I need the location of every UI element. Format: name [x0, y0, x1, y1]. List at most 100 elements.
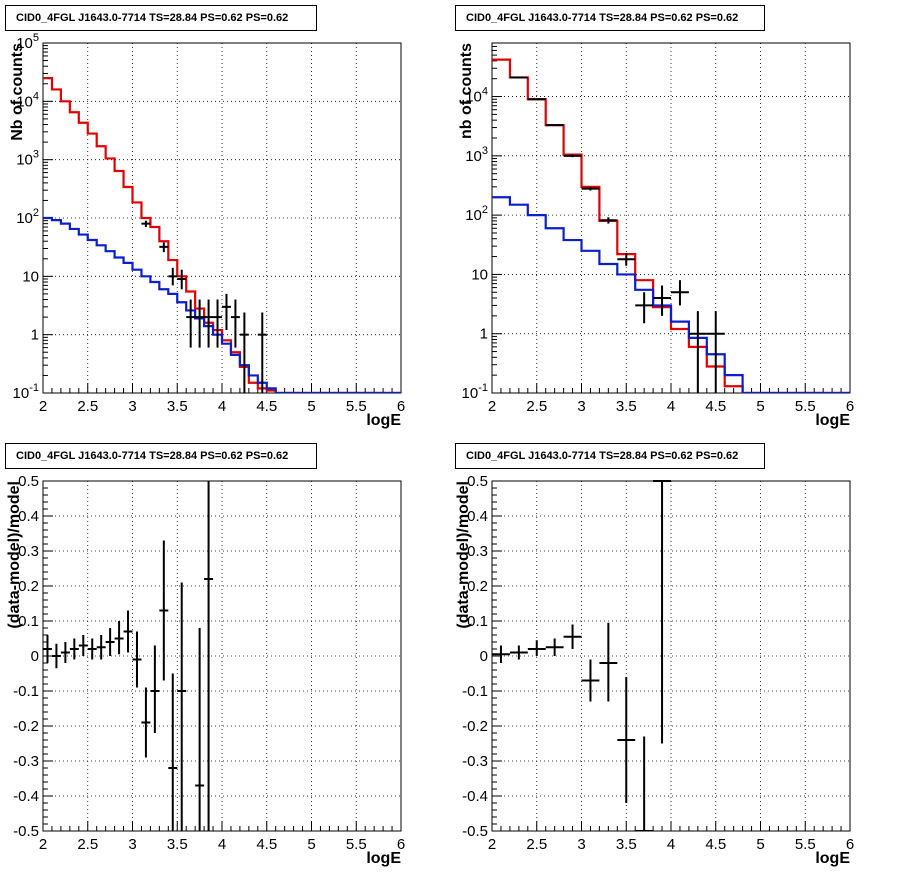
data-point	[69, 638, 79, 660]
x-tick-label: 5	[307, 398, 315, 415]
y-tick-label: -0.3	[462, 753, 488, 770]
data-point	[527, 98, 546, 101]
data-point	[195, 628, 205, 831]
data-point	[563, 624, 582, 649]
data-point	[168, 673, 178, 831]
x-tick-label: 2	[39, 836, 47, 853]
data-point	[617, 252, 636, 266]
chart-residuals-right: 2 2.5 3 3.5 4 4.5 5 5.5 6 -0.5 -0.4 -0.3 -0.2 -0.1 0 0.…	[455, 473, 854, 867]
x-tick-label: 2	[488, 398, 496, 415]
data-point	[87, 638, 97, 660]
y-tick-label: 104	[16, 90, 39, 110]
y-tick-label: 10	[22, 268, 39, 285]
data-point	[123, 610, 133, 653]
x-axis-label: logE	[815, 850, 850, 867]
x-tick-label: 6	[846, 398, 854, 415]
x-tick-label: 6	[846, 836, 854, 853]
y-tick-label: -0.1	[462, 683, 488, 700]
data-point	[563, 154, 582, 158]
data-point	[706, 311, 725, 393]
y-tick-label: -0.4	[13, 788, 39, 805]
y-axis-label: (data-model)/model	[455, 481, 472, 629]
x-tick-label: 3.5	[616, 836, 637, 853]
chart-residuals-left: 2 2.5 3 3.5 4 4.5 5 5.5 6 -0.5 -0.4 -0.3 -0.2 -0.1 0 0.…	[6, 473, 405, 867]
y-tick-label: 0.2	[467, 578, 488, 595]
data-point	[581, 186, 600, 191]
data-point	[653, 285, 671, 316]
data-point	[114, 621, 124, 655]
chart-title-residuals-left: CID0_4FGL J1643.0-7714 TS=28.84 PS=0.62 …	[5, 443, 317, 469]
chart-title-counts-right: CID0_4FGL J1643.0-7714 TS=28.84 PS=0.62 …	[455, 5, 765, 31]
data-point	[492, 645, 510, 663]
y-tick-label: 0.4	[467, 508, 488, 525]
data-point	[159, 242, 169, 253]
y-tick-label: -0.1	[13, 683, 39, 700]
x-axis-label: logE	[815, 412, 850, 429]
y-tick-label: 0.1	[18, 613, 39, 630]
x-tick-label: 3.5	[167, 398, 188, 415]
chart-title-residuals-right: CID0_4FGL J1643.0-7714 TS=28.84 PS=0.62 …	[455, 443, 765, 469]
data-point	[60, 642, 70, 663]
y-tick-label: 103	[16, 149, 39, 169]
step-line-series-1	[492, 196, 850, 393]
x-axis-label: logE	[366, 850, 401, 867]
data-point	[653, 480, 671, 744]
chart-counts-left: 2 2.5 3 3.5 4 4.5 5 5.5 6 10-1 1 10 102 103 104 105 logE…	[9, 32, 405, 429]
data-point	[509, 76, 528, 79]
data-point	[635, 292, 654, 324]
grid	[492, 481, 850, 831]
x-tick-label: 2.5	[526, 836, 547, 853]
data-point	[545, 638, 564, 656]
y-tick-label: 10	[471, 266, 488, 283]
y-tick-label: 0.3	[18, 543, 39, 560]
x-tick-label: 5	[756, 836, 764, 853]
data-point	[509, 645, 528, 660]
y-tick-label: 0.5	[18, 473, 39, 490]
data-point	[43, 635, 52, 663]
x-axis-label: logE	[366, 412, 401, 429]
x-tick-label: 5.5	[346, 836, 367, 853]
x-tick-label: 3	[128, 836, 136, 853]
y-tick-label: 0.5	[467, 473, 488, 490]
y-tick-label: 1	[31, 327, 39, 344]
x-tick-label: 4.5	[256, 836, 277, 853]
grid	[43, 481, 401, 831]
step-line-series-1	[43, 216, 401, 393]
step-line-series-0	[492, 58, 850, 393]
x-tick-label: 2.5	[526, 398, 547, 415]
x-tick-label: 3	[577, 398, 585, 415]
x-tick-label: 2.5	[77, 398, 98, 415]
x-tick-label: 6	[397, 836, 405, 853]
y-tick-label: 0	[31, 648, 39, 665]
tick-marks	[491, 480, 851, 832]
data-point	[186, 299, 196, 348]
data-point	[78, 635, 88, 656]
x-tick-label: 5.5	[795, 398, 816, 415]
data-point	[159, 540, 169, 681]
x-tick-label: 4	[667, 836, 675, 853]
step-line-series-0	[43, 77, 401, 393]
data-point	[688, 311, 707, 393]
y-axis-label: Nb of counts	[9, 43, 26, 141]
data-point	[132, 631, 142, 688]
data-point	[177, 269, 187, 290]
data-point	[195, 299, 205, 348]
y-tick-label: -0.3	[13, 753, 39, 770]
data-point	[204, 299, 214, 348]
x-tick-label: 4	[218, 398, 226, 415]
data-point	[204, 481, 214, 831]
y-tick-label: 10-1	[462, 382, 488, 402]
data-point	[599, 217, 618, 224]
y-tick-label: 102	[16, 207, 39, 227]
x-tick-label: 3.5	[167, 836, 188, 853]
plot-area	[492, 480, 671, 831]
tick-marks	[42, 42, 402, 394]
data-point	[141, 687, 151, 758]
y-tick-label: -0.2	[462, 718, 488, 735]
data-point	[257, 312, 267, 393]
data-point	[141, 220, 151, 228]
plot-area	[43, 481, 214, 831]
data-point	[581, 659, 600, 702]
data-point	[527, 640, 546, 656]
